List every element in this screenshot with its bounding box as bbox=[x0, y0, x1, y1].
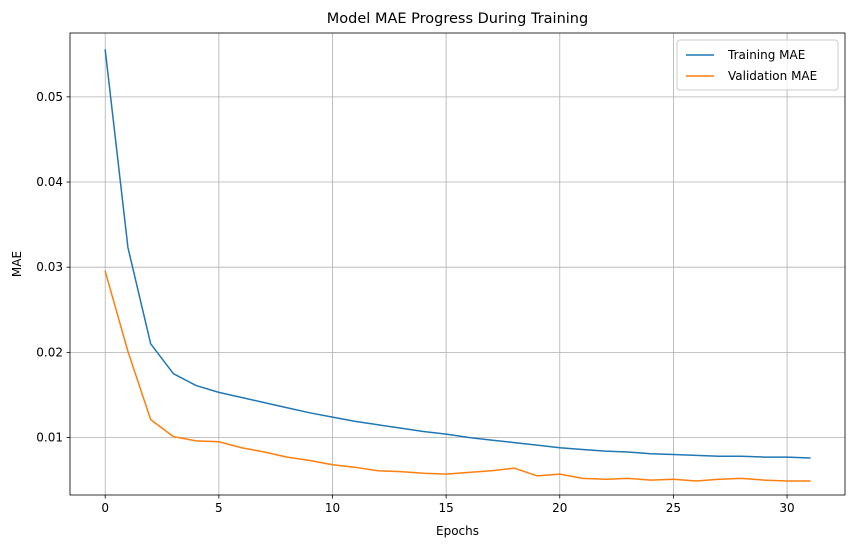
plot-frame bbox=[69, 32, 846, 496]
x-axis-label: Epochs bbox=[436, 524, 479, 538]
y-tick-label: 0.03 bbox=[36, 260, 63, 274]
legend: Training MAE Validation MAE bbox=[676, 39, 839, 91]
y-axis-label: MAE bbox=[10, 251, 24, 277]
series-line-training-mae bbox=[104, 49, 811, 459]
grid-lines bbox=[70, 33, 845, 495]
x-tick-label: 10 bbox=[325, 501, 340, 515]
series-line-validation-mae bbox=[104, 270, 811, 482]
plot-area bbox=[70, 33, 845, 495]
legend-label-validation: Validation MAE bbox=[728, 69, 817, 83]
x-tick-label: 20 bbox=[552, 501, 567, 515]
x-tick-label: 25 bbox=[666, 501, 681, 515]
legend-box bbox=[676, 39, 839, 91]
chart-title: Model MAE Progress During Training bbox=[327, 11, 588, 27]
y-tick-label: 0.02 bbox=[36, 345, 63, 359]
y-tick-label: 0.05 bbox=[36, 90, 63, 104]
x-tick-label: 0 bbox=[101, 501, 109, 515]
x-tick-label: 15 bbox=[438, 501, 453, 515]
x-tick-label: 30 bbox=[779, 501, 794, 515]
y-tick-label: 0.04 bbox=[36, 175, 63, 189]
y-tick-label: 0.01 bbox=[36, 431, 63, 445]
x-tick-label: 5 bbox=[215, 501, 223, 515]
legend-label-training: Training MAE bbox=[727, 48, 805, 62]
axis-ticks: 0 5 10 15 20 25 30 0.01 0.02 0.03 0.04 0.05 bbox=[36, 90, 794, 515]
series-lines bbox=[104, 49, 811, 482]
